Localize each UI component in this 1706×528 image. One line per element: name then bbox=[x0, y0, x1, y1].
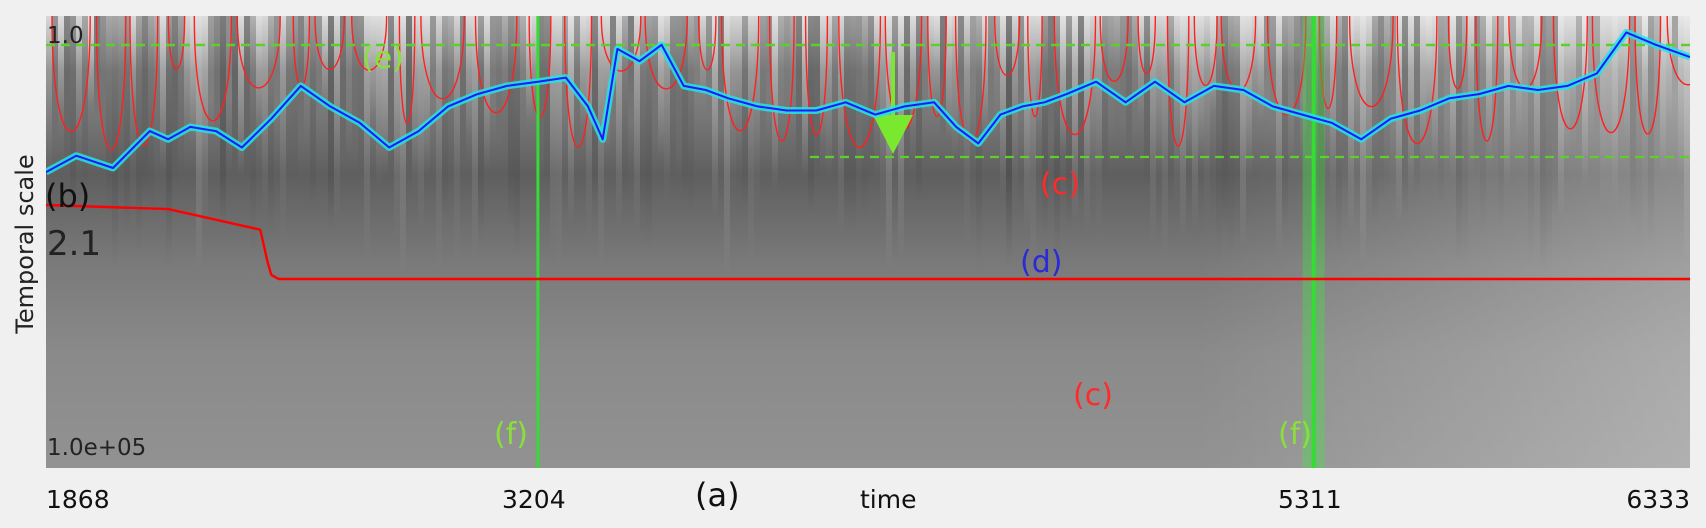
label-c-lower: (c) bbox=[1073, 378, 1113, 413]
series-signal bbox=[46, 31, 1690, 173]
y-axis-label: Temporal scale bbox=[11, 154, 39, 334]
panel-label-b: (b) bbox=[45, 177, 90, 215]
series-threshold bbox=[46, 203, 1690, 281]
y-tick-bottom: 1.0e+05 bbox=[47, 435, 146, 461]
label-f-right: (f) bbox=[1278, 417, 1312, 452]
label-f-left: (f) bbox=[494, 417, 528, 452]
label-d: (d) bbox=[1020, 245, 1062, 280]
vertical-markers bbox=[536, 16, 1325, 468]
x-tick-6333: 6333 bbox=[1626, 485, 1690, 514]
x-tick-1868: 1868 bbox=[46, 485, 110, 514]
panel-label-a: (a) bbox=[695, 476, 740, 514]
y-tick-mid: 2.1 bbox=[47, 224, 101, 264]
label-e: (e) bbox=[362, 41, 404, 76]
y-tick-top: 1.0 bbox=[47, 23, 84, 49]
x-tick-5311: 5311 bbox=[1278, 485, 1342, 514]
x-tick-3204: 3204 bbox=[502, 485, 566, 514]
label-c-upper: (c) bbox=[1040, 167, 1080, 202]
x-axis-label: time bbox=[860, 485, 916, 514]
